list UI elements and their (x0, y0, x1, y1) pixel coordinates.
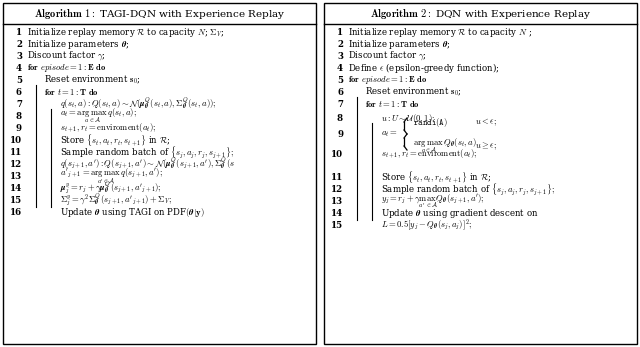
Text: 2: 2 (337, 40, 343, 49)
Text: 14: 14 (331, 209, 343, 218)
Text: 10: 10 (331, 150, 343, 159)
Text: Initialize replay memory $\mathcal{R}$ to capacity $N$ ;: Initialize replay memory $\mathcal{R}$ t… (348, 25, 532, 39)
Text: 7: 7 (337, 100, 343, 109)
Text: 13: 13 (331, 196, 343, 205)
Text: $\bf{Algorithm\ 1:}$ TAGI-DQN with Experience Replay: $\bf{Algorithm\ 1:}$ TAGI-DQN with Exper… (34, 7, 285, 20)
Text: 1: 1 (16, 27, 22, 36)
Text: Update $\boldsymbol{\theta}$ using gradient descent on: Update $\boldsymbol{\theta}$ using gradi… (381, 206, 538, 220)
Text: $L = 0.5\left[y_j - Q_{\boldsymbol{\theta}}(s_j,a_j)\right]^2;$: $L = 0.5\left[y_j - Q_{\boldsymbol{\thet… (381, 217, 472, 232)
Text: Update $\boldsymbol{\theta}$ using TAGI on PDF$(\boldsymbol{\theta}|\mathbf{y})$: Update $\boldsymbol{\theta}$ using TAGI … (60, 205, 205, 219)
Bar (324, 3, 637, 344)
Text: 12: 12 (331, 185, 343, 194)
Text: 11: 11 (331, 172, 343, 181)
Text: $a_t = \underset{a\in\mathcal{A}}{\arg\max}\,q(s_t,a);$: $a_t = \underset{a\in\mathcal{A}}{\arg\m… (60, 107, 137, 125)
Text: $\mathtt{randi(A)}$: $\mathtt{randi(A)}$ (413, 116, 448, 128)
Text: 4: 4 (16, 64, 22, 73)
Text: 6: 6 (16, 87, 22, 96)
Text: $\bf{Algorithm\ 2:}$ DQN with Experience Replay: $\bf{Algorithm\ 2:}$ DQN with Experience… (370, 7, 591, 20)
Text: $u : U \sim \mathcal{U}(0,1);$: $u : U \sim \mathcal{U}(0,1);$ (381, 111, 435, 125)
Text: Store $\{s_t, a_t, r_t, s_{t+1}\}$ in $\mathcal{R}$;: Store $\{s_t, a_t, r_t, s_{t+1}\}$ in $\… (60, 132, 170, 148)
Text: 10: 10 (10, 135, 22, 144)
Text: Initialize parameters $\boldsymbol{\theta}$;: Initialize parameters $\boldsymbol{\thet… (348, 37, 451, 51)
Text: 14: 14 (10, 184, 22, 193)
Text: $\underset{a\in\mathcal{A}}{\arg\max}\,Q_{\boldsymbol{\theta}}(s_t,a)$: $\underset{a\in\mathcal{A}}{\arg\max}\,Q… (413, 137, 477, 155)
Text: Initialize replay memory $\mathcal{R}$ to capacity $N$; $\boldsymbol{\Sigma}_V$;: Initialize replay memory $\mathcal{R}$ t… (27, 25, 225, 39)
Text: Discount factor $\gamma$;: Discount factor $\gamma$; (348, 50, 427, 62)
Text: 5: 5 (16, 76, 22, 85)
Text: 8: 8 (337, 113, 343, 122)
Text: $\mathbf{for}\ \mathit{episode} = 1 : \mathbf{E}\ \mathbf{do}$: $\mathbf{for}\ \mathit{episode} = 1 : \m… (27, 62, 106, 74)
Text: Store $\{s_t, a_t, r_t, s_{t+1}\}$ in $\mathcal{R}$;: Store $\{s_t, a_t, r_t, s_{t+1}\}$ in $\… (381, 169, 492, 185)
Text: 1: 1 (337, 27, 343, 36)
Text: Reset environment $\mathbf{s}_0$;: Reset environment $\mathbf{s}_0$; (365, 86, 462, 98)
Text: 9: 9 (337, 129, 343, 138)
Text: 7: 7 (16, 100, 22, 109)
Text: 8: 8 (16, 111, 22, 120)
Text: Discount factor $\gamma$;: Discount factor $\gamma$; (27, 50, 106, 62)
Text: Sample random batch of $\{s_j, a_j, r_j, s_{j+1}\};$: Sample random batch of $\{s_j, a_j, r_j,… (381, 181, 555, 197)
Text: Initialize parameters $\boldsymbol{\theta}$;: Initialize parameters $\boldsymbol{\thet… (27, 37, 129, 51)
Text: $\boldsymbol{\Sigma}^y_j = \gamma^2\boldsymbol{\Sigma}^Q_{\boldsymbol{\theta}}(s: $\boldsymbol{\Sigma}^y_j = \gamma^2\bold… (60, 192, 172, 209)
Text: $q(s_{j+1},a^\prime):Q(s_{j+1},a^\prime)\sim\mathcal{N}(\boldsymbol{\mu}^Q_{\bol: $q(s_{j+1},a^\prime):Q(s_{j+1},a^\prime)… (60, 156, 236, 172)
Text: $a_t =$: $a_t =$ (381, 129, 398, 139)
Text: $\mathbf{for}\ t = 1 : \mathbf{T}\ \mathbf{do}$: $\mathbf{for}\ t = 1 : \mathbf{T}\ \math… (44, 87, 99, 97)
Text: Reset environment $\mathbf{s}_0$;: Reset environment $\mathbf{s}_0$; (44, 74, 141, 86)
Text: 6: 6 (337, 87, 343, 96)
Text: Define $\epsilon$ (epsilon-greedy function);: Define $\epsilon$ (epsilon-greedy functi… (348, 61, 500, 75)
Text: $u < \epsilon;$: $u < \epsilon;$ (475, 116, 497, 128)
Text: Sample random batch of $\{s_j, a_j, r_j, s_{j+1}\};$: Sample random batch of $\{s_j, a_j, r_j,… (60, 144, 234, 160)
Text: 11: 11 (10, 147, 22, 156)
Text: 2: 2 (16, 40, 22, 49)
Text: $a'_{j+1} = \underset{a'\in\mathcal{A}}{\arg\max}\,q(s_{j+1},a');$: $a'_{j+1} = \underset{a'\in\mathcal{A}}{… (60, 166, 163, 186)
Text: 15: 15 (10, 195, 22, 204)
Text: $\mathbf{for}\ \mathit{episode} = 1 : \mathbf{E}\ \mathbf{do}$: $\mathbf{for}\ \mathit{episode} = 1 : \m… (348, 74, 428, 86)
Text: 16: 16 (10, 208, 22, 217)
Text: $u \geq \epsilon;$: $u \geq \epsilon;$ (475, 140, 497, 152)
Text: 15: 15 (331, 220, 343, 229)
Text: 3: 3 (16, 51, 22, 60)
Text: $\boldsymbol{\mu}^y_j = r_j + \gamma\boldsymbol{\mu}^Q_{\boldsymbol{\theta}}(s_{: $\boldsymbol{\mu}^y_j = r_j + \gamma\bol… (60, 179, 162, 196)
Text: 12: 12 (10, 160, 22, 169)
Text: $y_j = r_j + \gamma\max_{a^\prime\in\mathcal{A}}Q_{\boldsymbol{\theta}}(s_{j+1},: $y_j = r_j + \gamma\max_{a^\prime\in\mat… (381, 192, 484, 210)
Text: 13: 13 (10, 171, 22, 180)
Text: 4: 4 (337, 64, 343, 73)
Text: 5: 5 (337, 76, 343, 85)
Text: 9: 9 (16, 124, 22, 133)
Text: 3: 3 (337, 51, 343, 60)
Text: $s_{t+1}, r_t = \mathrm{enviroment}(a_t);$: $s_{t+1}, r_t = \mathrm{enviroment}(a_t)… (60, 121, 157, 135)
Bar (3, 3, 316, 344)
Text: $q(s_t,a):Q(s_t,a)\sim\mathcal{N}(\boldsymbol{\mu}^Q_{\boldsymbol{\theta}}(s_t,a: $q(s_t,a):Q(s_t,a)\sim\mathcal{N}(\bolds… (60, 96, 216, 112)
Text: $s_{t+1}, r_t = \mathrm{enviroment}(a_t);$: $s_{t+1}, r_t = \mathrm{enviroment}(a_t)… (381, 147, 477, 161)
Text: $\mathbf{for}\ t = 1 : \mathbf{T}\ \mathbf{do}$: $\mathbf{for}\ t = 1 : \mathbf{T}\ \math… (365, 99, 420, 109)
